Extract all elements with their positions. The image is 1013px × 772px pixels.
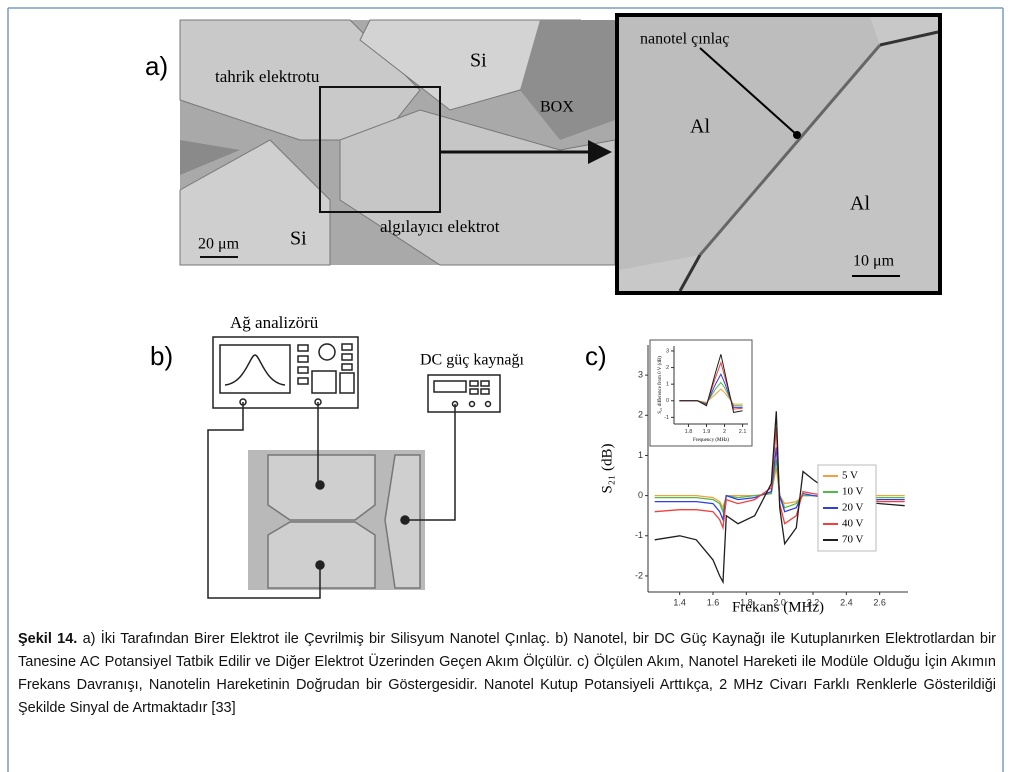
inset-frame [650, 340, 752, 446]
sem-zoom-image [617, 15, 940, 293]
x-tick-label: 1.6 [707, 597, 720, 607]
y-tick-label: -1 [664, 415, 669, 421]
x-tick-label: 1.8 [685, 429, 693, 435]
sem-label: tahrik elektrotu [215, 67, 320, 86]
zoom-label: nanotel çınlaç [640, 31, 729, 48]
sem-label: BOX [540, 99, 574, 116]
x-axis-label: Frekans (MHz) [732, 599, 824, 615]
legend-label: 40 V [842, 518, 864, 530]
y-tick-label: 1 [638, 450, 643, 460]
x-tick-label: 1.4 [673, 597, 686, 607]
y-tick-label: -2 [635, 570, 643, 580]
y-axis-label: S₂₁ (dB) [599, 443, 615, 493]
scale-label: 10 μm [853, 253, 895, 270]
y-tick-label: 3 [638, 369, 643, 379]
x-tick-label: 2 [723, 429, 726, 435]
panel-label: c) [585, 341, 607, 371]
x-axis-label: Frequency (MHz) [693, 438, 729, 443]
sem-label: Si [470, 50, 487, 72]
x-tick-label: 2.4 [840, 597, 853, 607]
x-tick-label: 1.9 [703, 429, 711, 435]
legend-label: 20 V [842, 502, 864, 514]
caption-label: Şekil 14. [18, 631, 77, 647]
x-tick-label: 2.6 [873, 597, 886, 607]
page: {"panel_a": {"label": "a)", "labels": ["… [0, 0, 1013, 772]
sem-label: Si [290, 228, 307, 250]
schematic [208, 337, 500, 598]
legend-label: 10 V [842, 486, 864, 498]
legend-label: 70 V [842, 534, 864, 546]
instrument-label: Ağ analizörü [230, 313, 319, 332]
y-tick-label: 2 [638, 410, 643, 420]
y-tick-label: 0 [666, 398, 669, 404]
y-axis-label: S₂₁ difference from 0 V (dB) [658, 356, 663, 414]
y-tick-label: 3 [666, 348, 669, 354]
scale-label: 20 μm [198, 236, 240, 253]
caption-text: a) İki Tarafından Birer Elektrot ile Çev… [18, 631, 996, 716]
zoom-label: Al [690, 116, 710, 138]
panel-label: a) [145, 51, 168, 81]
zoom-label: Al [850, 193, 870, 215]
caption: Şekil 14. a) İki Tarafından Birer Elektr… [18, 628, 996, 720]
y-tick-label: 0 [638, 490, 643, 500]
x-tick-label: 2.1 [739, 429, 747, 435]
instrument-label: DC güç kaynağı [420, 352, 525, 369]
y-tick-label: 2 [666, 365, 669, 371]
y-tick-label: 1 [666, 382, 669, 388]
sem-label: algılayıcı elektrot [380, 217, 500, 236]
panel-label: b) [150, 341, 173, 371]
legend-label: 5 V [842, 470, 858, 482]
y-tick-label: -1 [635, 530, 643, 540]
